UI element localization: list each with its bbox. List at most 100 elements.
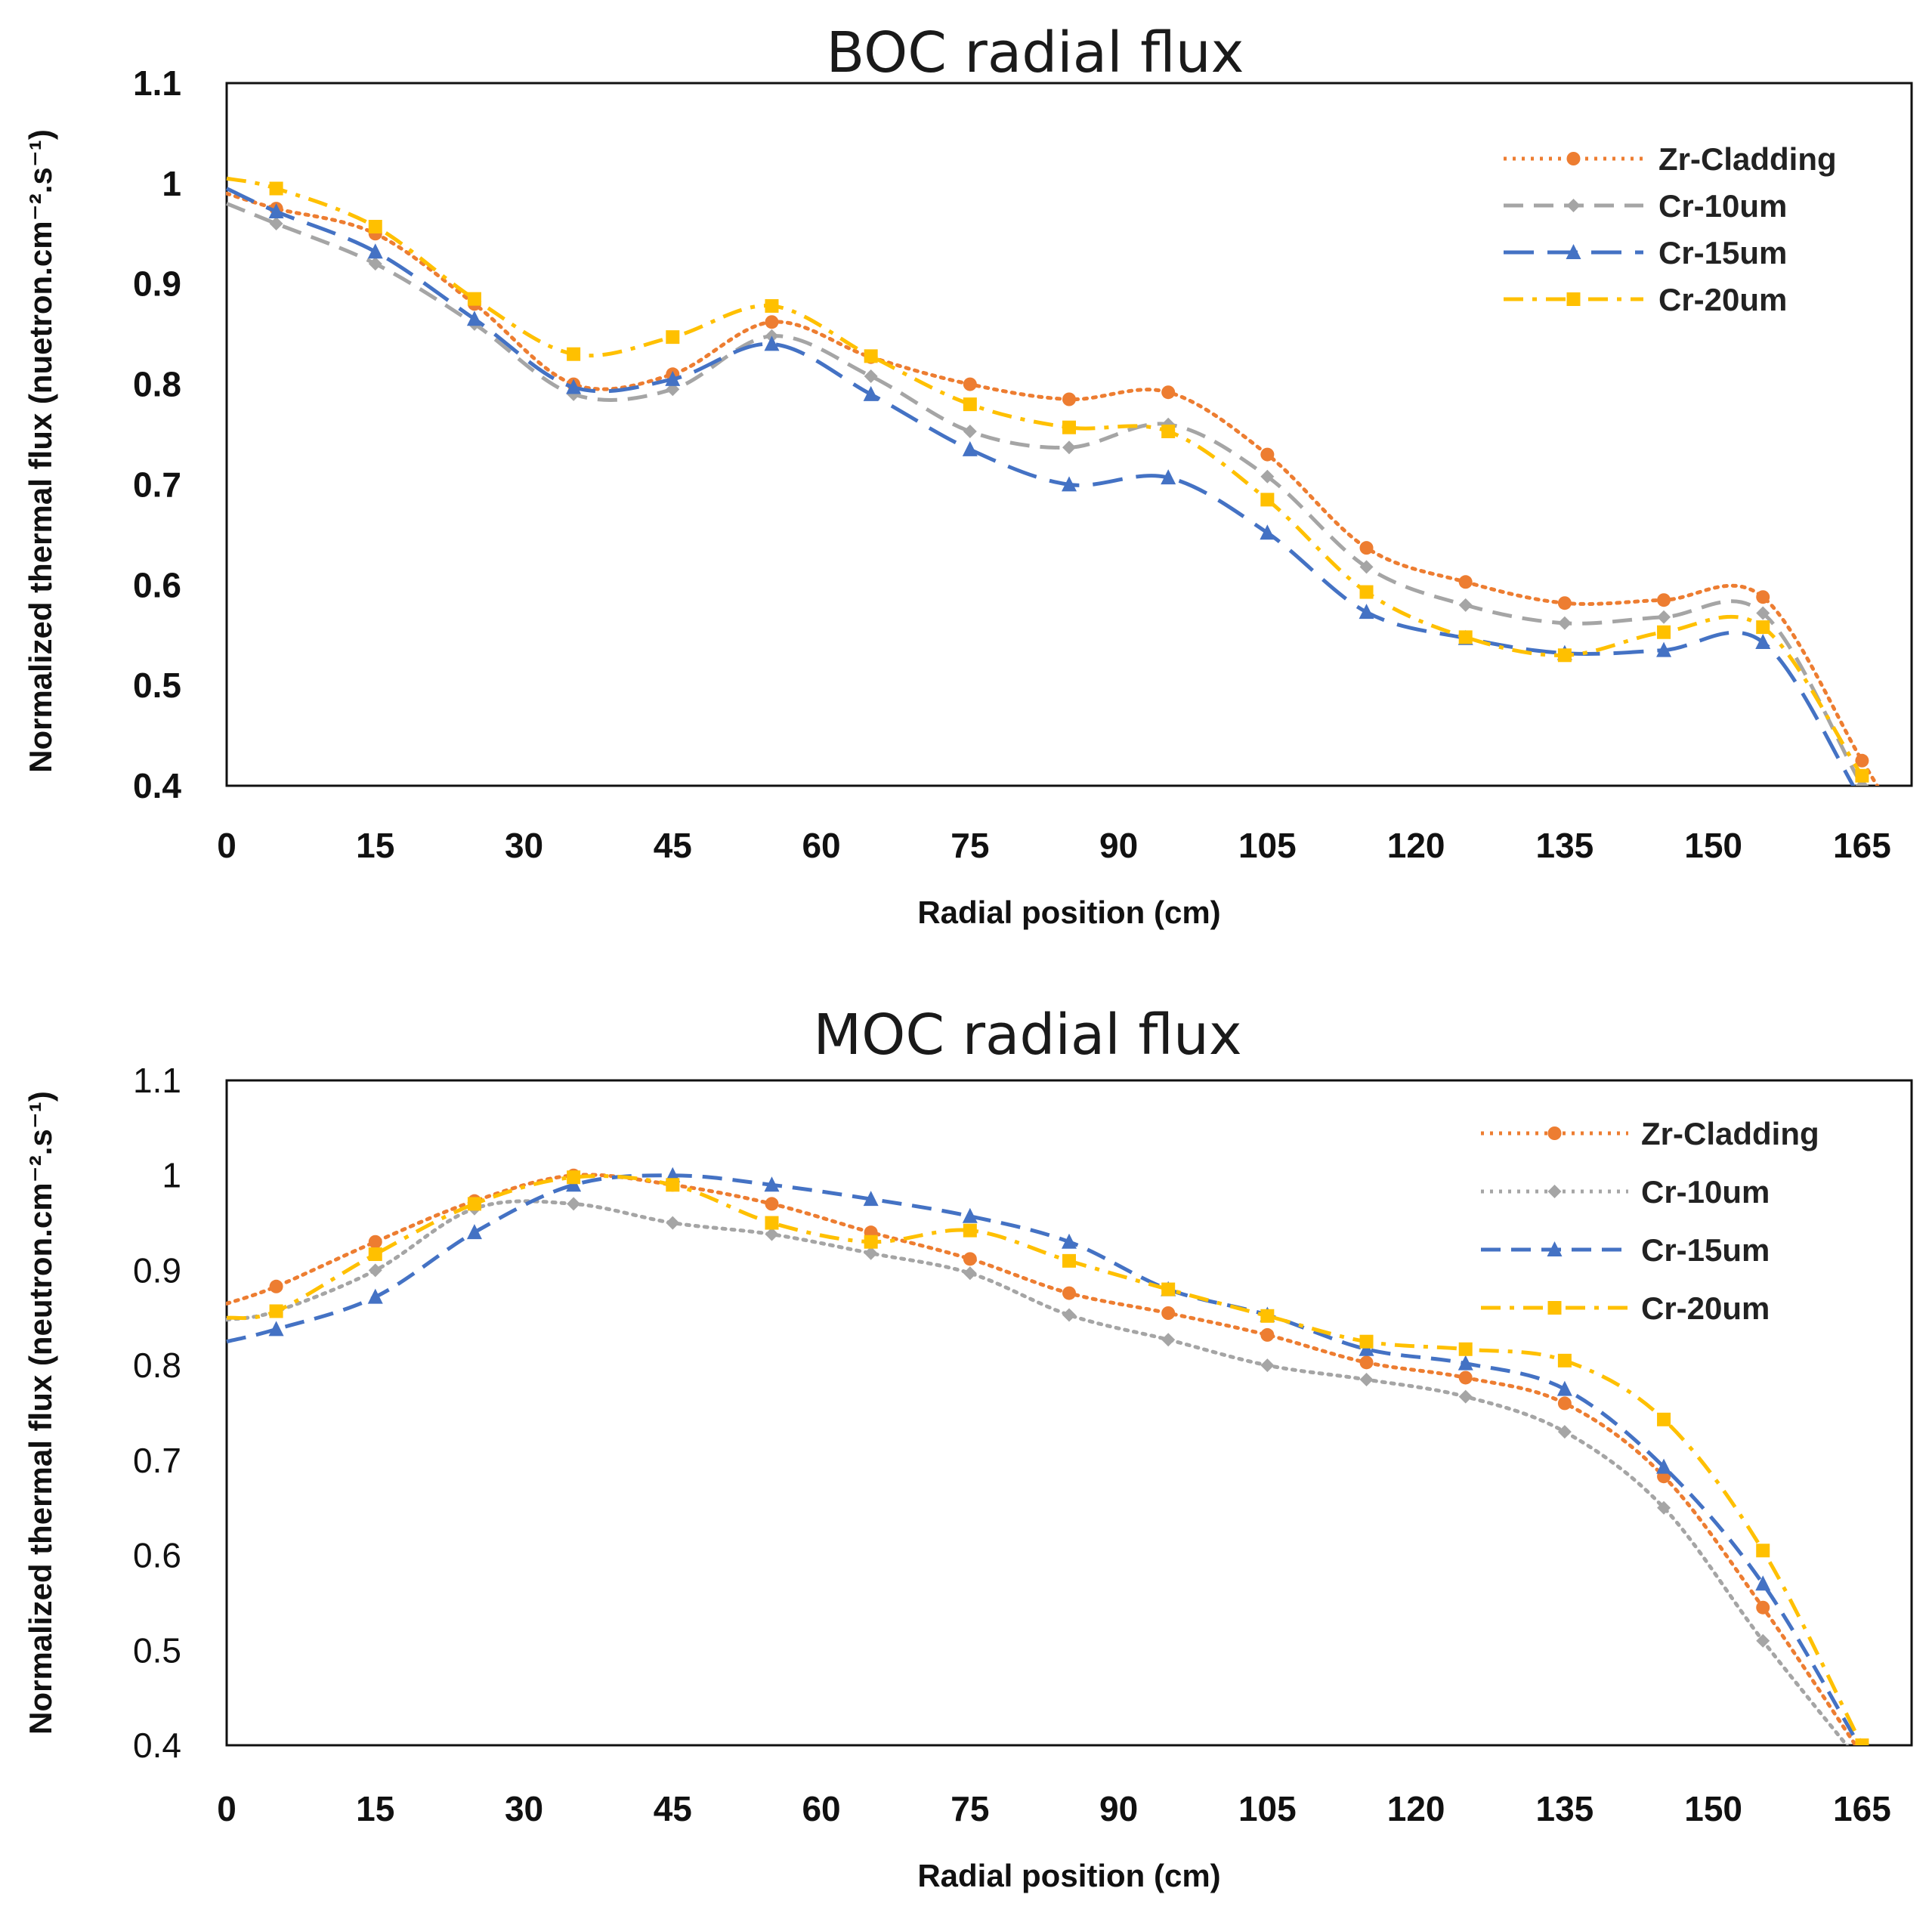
data-point [1756, 620, 1770, 635]
data-point [1458, 575, 1473, 589]
data-point [1458, 1371, 1473, 1385]
series-line [226, 1174, 1865, 1745]
data-point [963, 377, 977, 391]
x-tick-label: 45 [654, 826, 692, 865]
x-tick-label: 105 [1238, 1789, 1297, 1828]
series-line [226, 1173, 1862, 1745]
series-cr-20um [226, 176, 1872, 786]
data-point [1556, 1380, 1572, 1396]
x-tick-label: 105 [1238, 826, 1297, 865]
data-point [368, 1247, 382, 1262]
legend-marker [1566, 152, 1581, 165]
data-point [765, 315, 779, 329]
y-tick-label: 0.6 [133, 565, 181, 604]
x-tick-label: 150 [1684, 826, 1742, 865]
legend-label: Cr-20um [1658, 282, 1787, 317]
data-point [765, 1216, 779, 1230]
data-point [367, 1288, 383, 1304]
x-tick-label: 15 [356, 1789, 394, 1828]
legend-item: Cr-15um [1504, 235, 1787, 270]
data-point [1062, 1286, 1076, 1300]
series-line [226, 1199, 1850, 1745]
legend-marker [1547, 1241, 1563, 1256]
series-line [226, 191, 1880, 786]
data-point [864, 349, 878, 363]
data-point [1062, 476, 1077, 492]
data-point [1062, 1253, 1076, 1268]
data-point [1161, 385, 1176, 400]
chart-moc: MOC radial flux 0.4 0.5 0.6 0.7 0.8 0.9 1 1.1 0… [23, 1003, 1913, 1893]
legend: Zr-Cladding Cr-10um Cr-15um Cr-20um [1504, 141, 1837, 317]
y-tick-label: 1 [162, 164, 181, 203]
legend-item: Cr-10um [1504, 188, 1787, 224]
x-tick-label: 75 [951, 826, 989, 865]
legend-marker [1566, 199, 1581, 212]
data-point [1557, 1425, 1572, 1439]
data-point [764, 335, 780, 351]
legend-marker [1566, 292, 1581, 306]
data-point [268, 1321, 284, 1337]
x-tick-label: 120 [1387, 1789, 1445, 1828]
series-layer [226, 176, 1880, 786]
data-point [1657, 610, 1671, 624]
data-point [666, 330, 680, 345]
legend-label: Cr-15um [1641, 1232, 1770, 1268]
series-line [226, 187, 1856, 786]
y-axis-ticks: 0.4 0.5 0.6 0.7 0.8 0.9 1 1.1 [133, 1061, 181, 1765]
data-point [1756, 590, 1770, 604]
y-tick-label: 0.5 [133, 1630, 181, 1670]
data-point [864, 1235, 878, 1249]
x-tick-label: 30 [505, 826, 543, 865]
x-axis-ticks: 0 15 30 45 60 75 90 105 120 135 150 165 [217, 826, 1891, 865]
data-point [1657, 593, 1671, 607]
data-point [1359, 560, 1374, 574]
data-point [1260, 524, 1275, 540]
data-point [1557, 596, 1572, 610]
data-point [1458, 1342, 1473, 1356]
data-point [666, 1216, 680, 1230]
data-point [963, 1252, 977, 1266]
data-point [1359, 541, 1374, 555]
legend-label: Zr-Cladding [1658, 141, 1837, 177]
data-point [368, 219, 382, 233]
x-axis-ticks: 0 15 30 45 60 75 90 105 120 135 150 165 [217, 1789, 1891, 1828]
data-point [566, 1176, 582, 1192]
data-point [1755, 1575, 1771, 1591]
data-point [1557, 616, 1572, 630]
x-tick-label: 165 [1833, 1789, 1891, 1828]
data-point [269, 1279, 283, 1293]
data-point [1656, 641, 1672, 657]
series-cr-10um [226, 202, 1869, 786]
x-tick-label: 45 [654, 1789, 692, 1828]
data-point [1161, 469, 1176, 485]
x-tick-label: 60 [802, 826, 840, 865]
data-point [1260, 469, 1275, 484]
data-point [1756, 1633, 1770, 1648]
data-point [1359, 1334, 1374, 1349]
data-point [1557, 1396, 1572, 1411]
legend: Zr-Cladding Cr-10um Cr-15um Cr-20um [1481, 1116, 1819, 1326]
legend-label: Cr-20um [1641, 1290, 1770, 1326]
y-tick-label: 0.4 [133, 1726, 181, 1765]
plot-area [225, 1079, 1913, 1747]
data-point [566, 379, 582, 394]
data-point [269, 181, 283, 196]
data-point [567, 347, 581, 361]
y-axis-label: Normalized thermal flux (neutron.cm⁻².s⁻… [23, 1091, 58, 1735]
y-tick-label: 1.1 [133, 63, 181, 103]
data-point [1062, 1308, 1076, 1322]
y-tick-label: 0.8 [133, 1346, 181, 1385]
series-line [226, 176, 1872, 786]
y-tick-label: 0.4 [133, 766, 181, 805]
legend-item: Cr-15um [1481, 1232, 1770, 1268]
data-point [367, 243, 383, 259]
data-point [368, 257, 382, 271]
data-point [1260, 1358, 1275, 1373]
data-point [1855, 753, 1869, 768]
legend-marker [1547, 1185, 1562, 1198]
data-point [1062, 420, 1076, 434]
x-tick-label: 135 [1536, 826, 1594, 865]
data-point [665, 370, 681, 386]
data-point [1458, 630, 1473, 644]
data-point [1161, 1282, 1176, 1296]
